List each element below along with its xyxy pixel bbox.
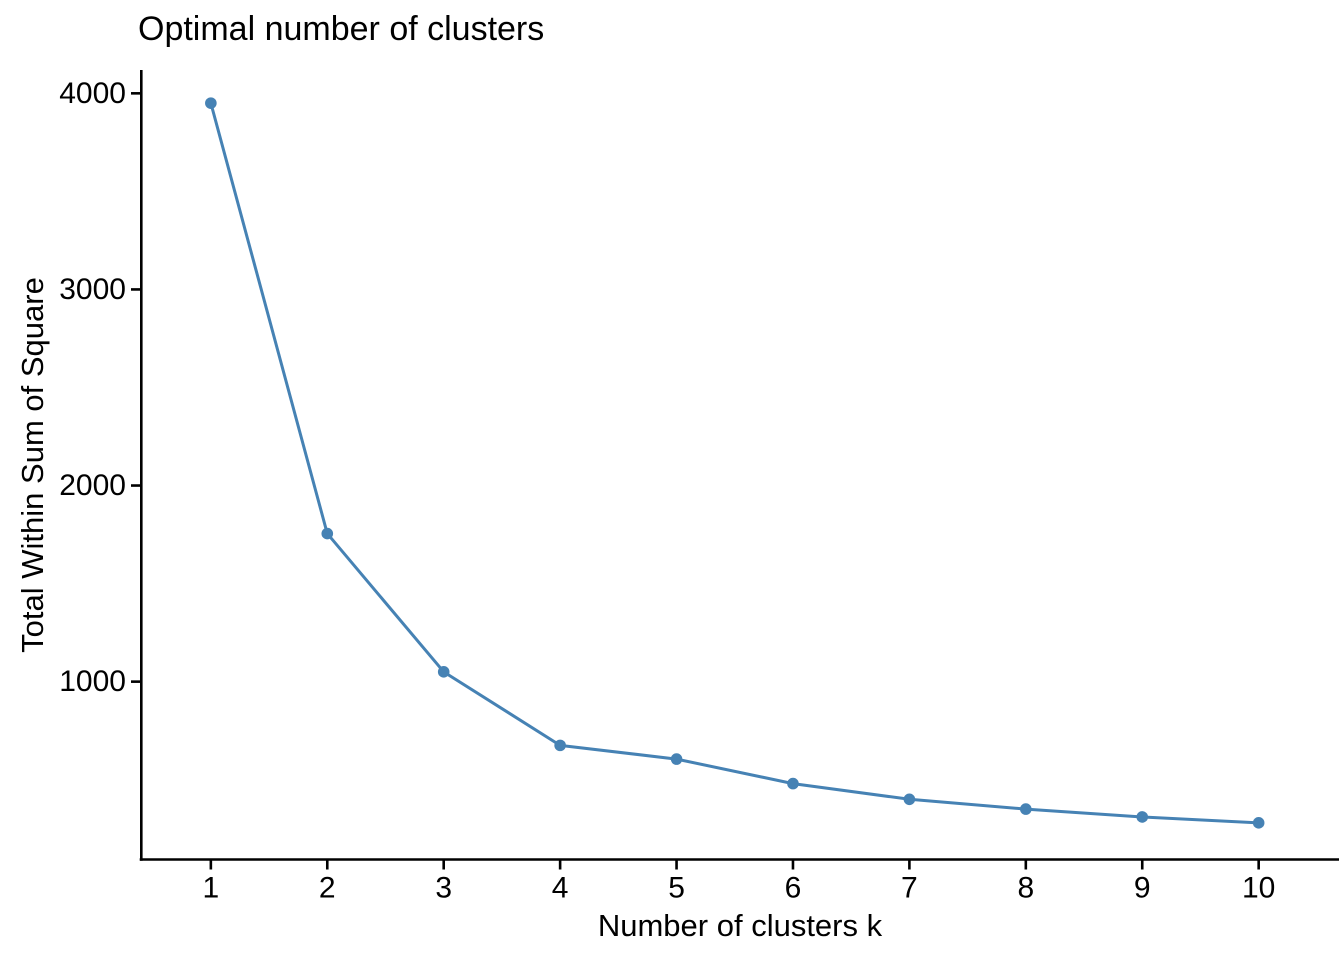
data-point bbox=[1252, 817, 1265, 829]
data-point bbox=[670, 753, 683, 765]
x-tick-label: 6 bbox=[785, 872, 802, 905]
data-point bbox=[787, 777, 799, 790]
x-tick-label: 7 bbox=[901, 872, 918, 905]
x-tick-label: 3 bbox=[435, 872, 452, 905]
data-point bbox=[437, 666, 450, 678]
x-axis-title: Number of clusters k bbox=[597, 908, 883, 943]
x-tick-label: 10 bbox=[1242, 872, 1275, 905]
data-point bbox=[1136, 811, 1149, 823]
data-point bbox=[321, 527, 334, 540]
series-line bbox=[209, 101, 1261, 825]
data-point bbox=[554, 739, 566, 752]
y-tick-label: 4000 bbox=[59, 77, 126, 110]
y-tick-label: 3000 bbox=[59, 273, 126, 306]
chart-title: Optimal number of clusters bbox=[138, 10, 545, 48]
x-tick-label: 8 bbox=[1017, 872, 1034, 905]
x-tick-label: 1 bbox=[203, 872, 220, 905]
data-point bbox=[205, 97, 217, 109]
x-tick-label: 9 bbox=[1134, 872, 1151, 905]
data-point bbox=[903, 793, 916, 806]
data-point bbox=[1020, 803, 1032, 815]
x-tick-label: 2 bbox=[319, 872, 336, 905]
y-tick-label: 2000 bbox=[59, 469, 126, 502]
y-axis-title: Total Within Sum of Square bbox=[15, 277, 50, 653]
x-tick-label: 5 bbox=[668, 872, 685, 905]
x-tick-label: 4 bbox=[552, 872, 569, 905]
y-tick-label: 1000 bbox=[59, 665, 126, 698]
